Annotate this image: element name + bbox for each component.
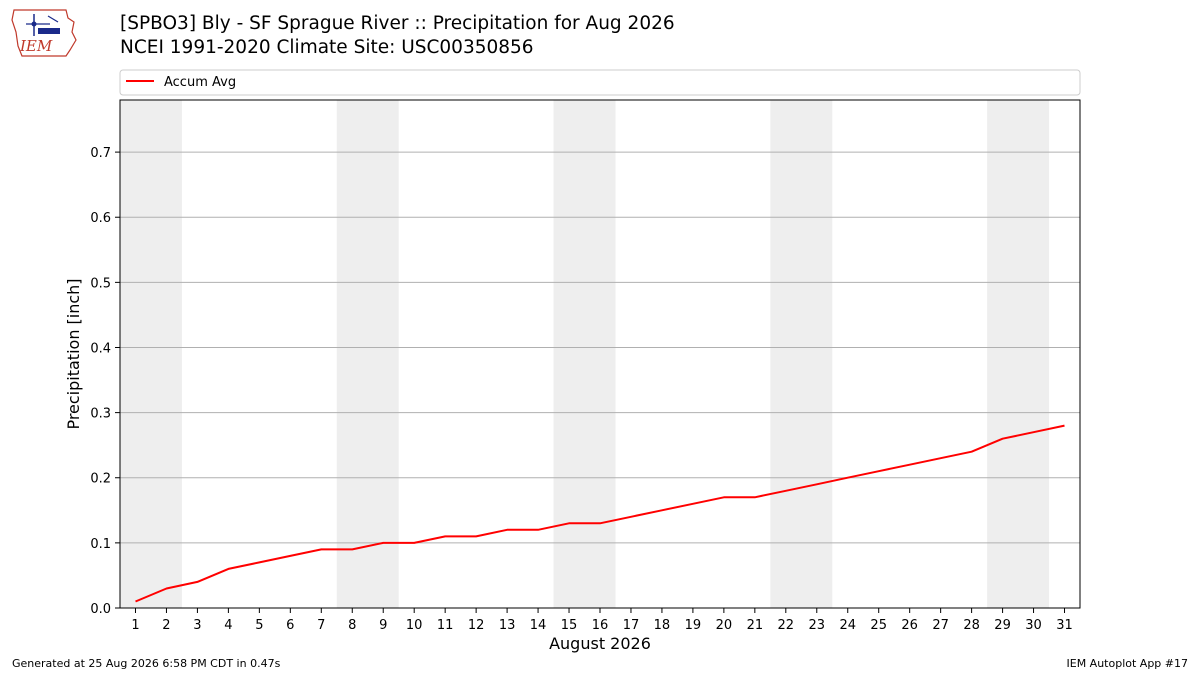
data-point [537,529,539,531]
x-tick-label: 7 [317,618,325,633]
data-point [382,542,384,544]
x-tick-label: 29 [994,618,1011,633]
x-tick-label: 15 [561,618,578,633]
data-point [1064,425,1066,427]
y-tick-label: 0.1 [90,537,111,552]
legend: Accum Avg [119,69,1081,96]
x-tick-label: 19 [685,618,702,633]
y-axis-ticks: 0.0 0.1 0.2 0.3 0.4 0.5 0.6 0.7 [90,146,120,617]
x-tick-label: 25 [870,618,887,633]
data-point [816,483,818,485]
data-point [506,529,508,531]
data-point [630,516,632,518]
x-tick-label: 18 [654,618,671,633]
x-tick-label: 2 [162,618,170,633]
y-tick-label: 0.5 [90,276,111,291]
data-point [940,457,942,459]
data-point [785,490,787,492]
series-line-accum-avg [135,424,1065,603]
x-tick-label: 24 [839,618,856,633]
data-point [165,587,167,589]
svg-text:IEM: IEM [19,37,53,55]
y-tick-label: 0.7 [90,146,111,161]
x-tick-label: 27 [932,618,949,633]
x-tick-label: 21 [747,618,764,633]
x-tick-label: 20 [716,618,733,633]
chart-title: [SPBO3] Bly - SF Sprague River :: Precip… [120,13,675,34]
x-tick-label: 31 [1056,618,1073,633]
data-point [754,496,756,498]
y-tick-label: 0.0 [90,602,111,617]
weekend-band-0 [120,100,182,608]
legend-box [119,69,1081,96]
x-tick-label: 26 [901,618,918,633]
x-tick-label: 5 [255,618,263,633]
x-tick-label: 16 [592,618,609,633]
data-point [878,470,880,472]
y-tick-label: 0.4 [90,341,111,356]
data-point [847,477,849,479]
footer-generated: Generated at 25 Aug 2026 6:58 PM CDT in … [12,657,281,670]
series-layer [134,424,1066,603]
x-tick-label: 6 [286,618,294,633]
x-tick-label: 17 [623,618,640,633]
y-axis-label: Precipitation [inch] [64,278,83,429]
y-tick-label: 0.2 [90,472,111,487]
data-point [444,535,446,537]
x-tick-label: 23 [809,618,826,633]
y-tick-label: 0.3 [90,407,111,422]
data-point [909,464,911,466]
data-point [289,555,291,557]
data-point [258,561,260,563]
x-tick-label: 11 [437,618,454,633]
x-tick-label: 28 [963,618,980,633]
x-tick-label: 1 [131,618,139,633]
x-tick-label: 13 [499,618,516,633]
weekend-band-4 [987,100,1050,608]
weekend-bands [120,100,1050,608]
data-point [227,568,229,570]
data-point [692,503,694,505]
data-point [475,535,477,537]
x-tick-label: 30 [1025,618,1042,633]
x-tick-label: 4 [224,618,232,633]
data-point [196,581,198,583]
data-point [971,451,973,453]
x-axis-label: August 2026 [549,634,651,653]
data-point [320,548,322,550]
y-tick-label: 0.6 [90,211,111,226]
iem-logo: IEM [11,9,77,57]
x-tick-label: 3 [193,618,201,633]
x-tick-label: 14 [530,618,547,633]
footer-app-id: IEM Autoplot App #17 [1066,657,1189,670]
chart-subtitle: NCEI 1991-2020 Climate Site: USC00350856 [120,37,534,58]
data-point [351,548,353,550]
legend-label: Accum Avg [164,75,236,90]
data-point [568,522,570,524]
weekend-band-1 [336,100,399,608]
data-point [723,496,725,498]
x-tick-label: 8 [348,618,356,633]
data-point [1033,431,1035,433]
x-tick-label: 22 [778,618,795,633]
data-point [661,509,663,511]
weekend-band-3 [770,100,833,608]
x-tick-label: 10 [406,618,423,633]
x-tick-label: 12 [468,618,485,633]
x-axis-ticks: 1 2 3 4 5 6 7 8 9 10 11 12 13 14 15 16 17 18 19 20 21 22 23 24 2… [131,608,1073,633]
weekend-band-2 [553,100,616,608]
data-point [413,542,415,544]
data-point [1002,438,1004,440]
x-tick-label: 9 [379,618,387,633]
data-point [134,600,136,602]
data-point [599,522,601,524]
